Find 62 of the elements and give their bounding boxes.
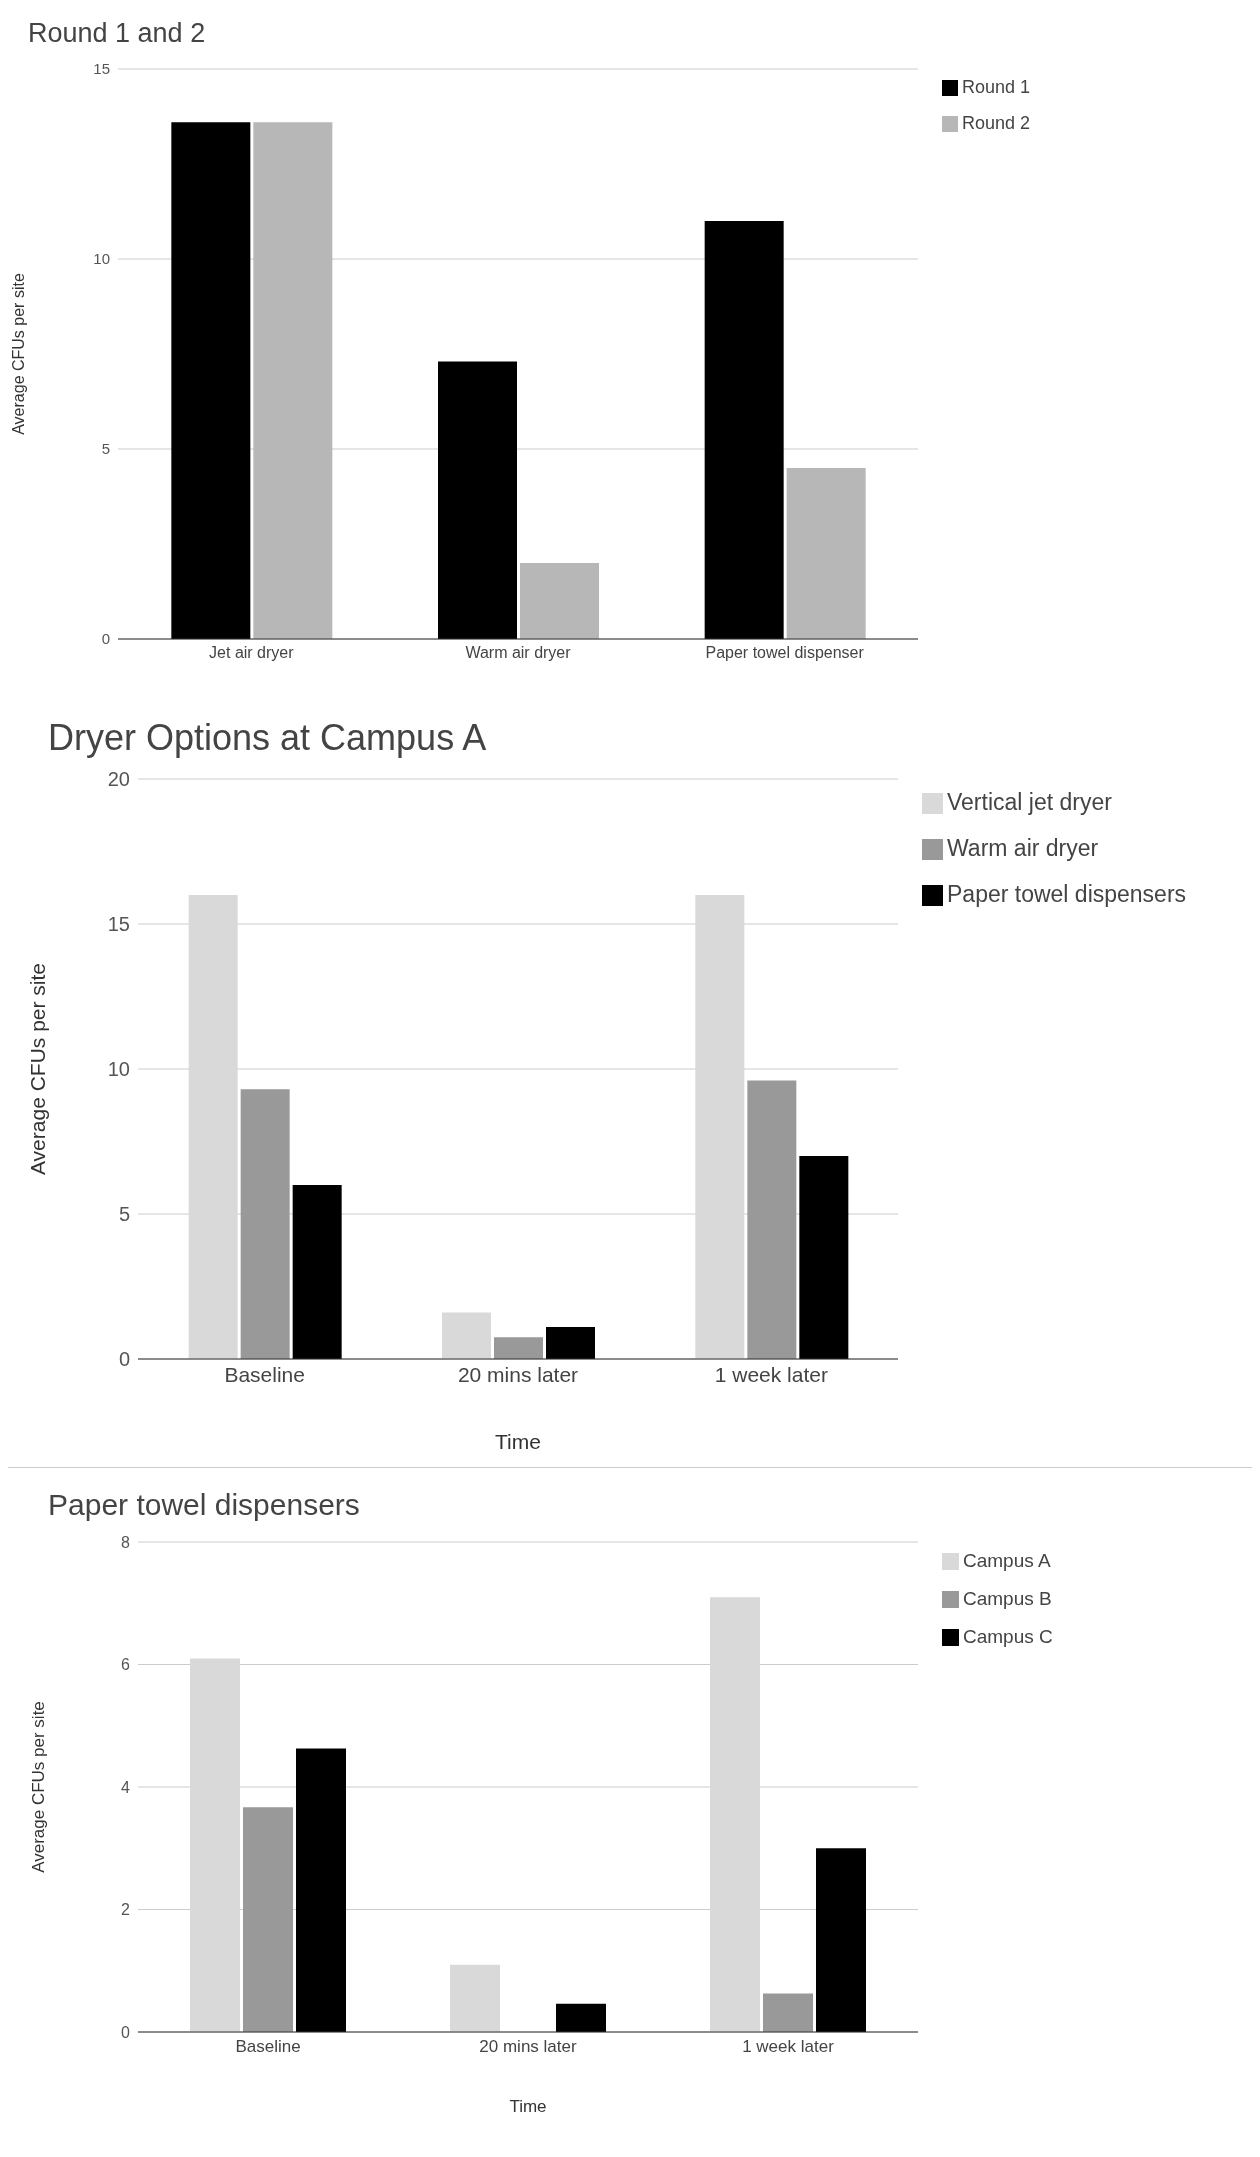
- x-axis-title: Time: [509, 2097, 547, 2116]
- y-axis-title: Average CFUs per site: [29, 1701, 49, 1873]
- y-tick-label: 5: [118, 1203, 130, 1226]
- x-tick-label: 20 mins later: [457, 1362, 579, 1386]
- x-tick-label: 20 mins later: [479, 2037, 577, 2057]
- y-tick-label: 0: [118, 1348, 130, 1371]
- y-tick-label: 6: [121, 1656, 131, 1674]
- bar: [171, 122, 251, 639]
- bar: [240, 1089, 290, 1359]
- legend-label: Paper towel dispensers: [947, 881, 1187, 907]
- y-tick-label: 15: [93, 60, 110, 78]
- x-tick-label: Baseline: [224, 1362, 305, 1386]
- y-axis-title: Average CFUs per site: [9, 273, 27, 435]
- bar: [786, 468, 866, 639]
- bar: [243, 1807, 293, 2032]
- y-tick-label: 4: [121, 1778, 131, 1796]
- bar: [763, 1993, 813, 2032]
- bar: [450, 1964, 500, 2032]
- bar: [556, 2003, 606, 2032]
- x-tick-label: Baseline: [235, 2037, 301, 2057]
- bar: [442, 1312, 491, 1359]
- bar: [190, 1658, 240, 2032]
- y-tick-label: 2: [121, 1901, 131, 1919]
- bar: [546, 1327, 595, 1359]
- bar: [292, 1185, 342, 1359]
- y-tick-label: 15: [107, 913, 130, 936]
- y-tick-label: 0: [121, 2023, 131, 2041]
- x-tick-label: Paper towel dispenser: [705, 644, 865, 662]
- bar: [710, 1597, 760, 2032]
- bar: [799, 1156, 849, 1359]
- legend-label: Vertical jet dryer: [947, 789, 1112, 815]
- y-tick-label: 10: [107, 1058, 130, 1081]
- legend-label: Campus A: [963, 1550, 1051, 1571]
- bar: [816, 1848, 866, 2032]
- chart-title: Paper towel dispensers: [47, 1487, 361, 1522]
- y-axis-title: Average CFUs per site: [26, 962, 50, 1176]
- bar: [520, 563, 599, 639]
- legend-label: Warm air dryer: [947, 835, 1099, 861]
- bar: [704, 221, 784, 639]
- legend-label: Campus C: [963, 1626, 1053, 1647]
- bar: [438, 361, 517, 639]
- x-tick-label: 1 week later: [742, 2037, 835, 2057]
- bar: [695, 895, 745, 1359]
- legend-label: Round 2: [962, 113, 1031, 133]
- y-tick-label: 10: [93, 250, 110, 268]
- y-tick-label: 8: [121, 1533, 131, 1551]
- y-tick-label: 5: [101, 440, 110, 458]
- legend-label: Campus B: [963, 1588, 1052, 1609]
- bar: [494, 1337, 543, 1359]
- chart-title: Dryer Options at Campus A: [47, 716, 488, 759]
- legend-label: Round 1: [962, 77, 1031, 97]
- bar: [253, 122, 333, 639]
- bar: [188, 895, 238, 1359]
- y-tick-label: 20: [107, 768, 130, 791]
- x-tick-label: 1 week later: [714, 1362, 828, 1386]
- x-tick-label: Jet air dryer: [209, 644, 295, 662]
- x-axis-title: Time: [495, 1430, 541, 1453]
- x-tick-label: Warm air dryer: [465, 644, 572, 662]
- bar: [296, 1748, 346, 2032]
- chart-title: Round 1 and 2: [27, 17, 207, 49]
- bar: [747, 1080, 797, 1359]
- y-tick-label: 0: [101, 630, 110, 648]
